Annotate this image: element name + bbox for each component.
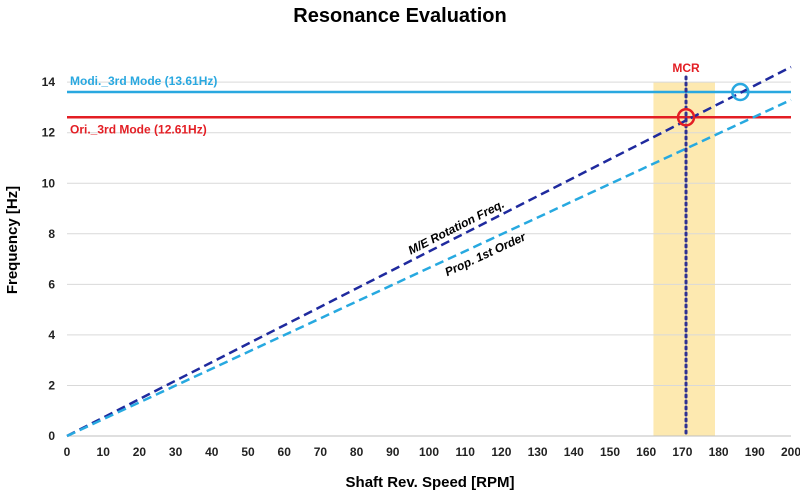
x-tick-label: 10 [97,445,111,459]
modi-resonance-marker [731,82,750,102]
series-layer [66,65,792,438]
x-tick-label: 40 [205,445,219,459]
grid-layer [67,81,791,386]
label-layer: Modi._3rd Mode (13.61Hz) Ori._3rd Mode (1… [70,74,529,279]
modi-mode-label: Modi._3rd Mode (13.61Hz) [70,74,217,88]
x-tick-label: 110 [456,445,476,459]
chart-title: Resonance Evaluation [293,5,506,27]
y-tick-label: 2 [48,378,55,392]
prop-first-order-line [66,98,792,438]
y-axis-label: Frequency [Hz] [4,186,21,294]
x-tick-label: 190 [745,445,765,459]
x-tick-label: 150 [600,445,620,459]
x-axis-label: Shaft Rev. Speed [RPM] [346,474,515,491]
x-tick-label: 160 [636,445,656,459]
y-tick-label: 8 [48,227,55,241]
mcr-layer: MCR [672,61,700,438]
x-tick-label: 20 [133,445,147,459]
y-tick-label: 0 [48,429,55,443]
x-tick-label: 200 [781,445,800,459]
y-tick-label: 6 [48,277,55,291]
x-tick-label: 30 [169,445,183,459]
mcr-band-layer [653,82,715,436]
x-tick-label: 130 [528,445,548,459]
y-tick-label: 10 [42,176,56,190]
x-tick-label: 140 [564,445,584,459]
x-tick-label: 180 [709,445,729,459]
x-tick-label: 100 [419,445,439,459]
me-rotation-line [66,65,792,438]
ori-mode-label: Ori._3rd Mode (12.61Hz) [70,122,207,136]
x-tick-label: 170 [672,445,692,459]
x-tick-label: 80 [350,445,364,459]
x-tick-label: 70 [314,445,328,459]
mcr-label: MCR [672,61,700,75]
ori-resonance-marker [676,108,696,127]
mode-line-layer [67,90,791,119]
y-tick-label: 12 [42,126,56,140]
x-tick-label: 0 [64,445,71,459]
mcr-band [653,82,715,436]
x-tick-label: 90 [386,445,400,459]
marker-layer [676,82,750,127]
y-tick-label: 4 [48,328,55,342]
x-tick-label: 120 [491,445,511,459]
y-tick-label: 14 [42,75,56,89]
x-tick-label: 50 [241,445,255,459]
x-tick-label: 60 [278,445,292,459]
